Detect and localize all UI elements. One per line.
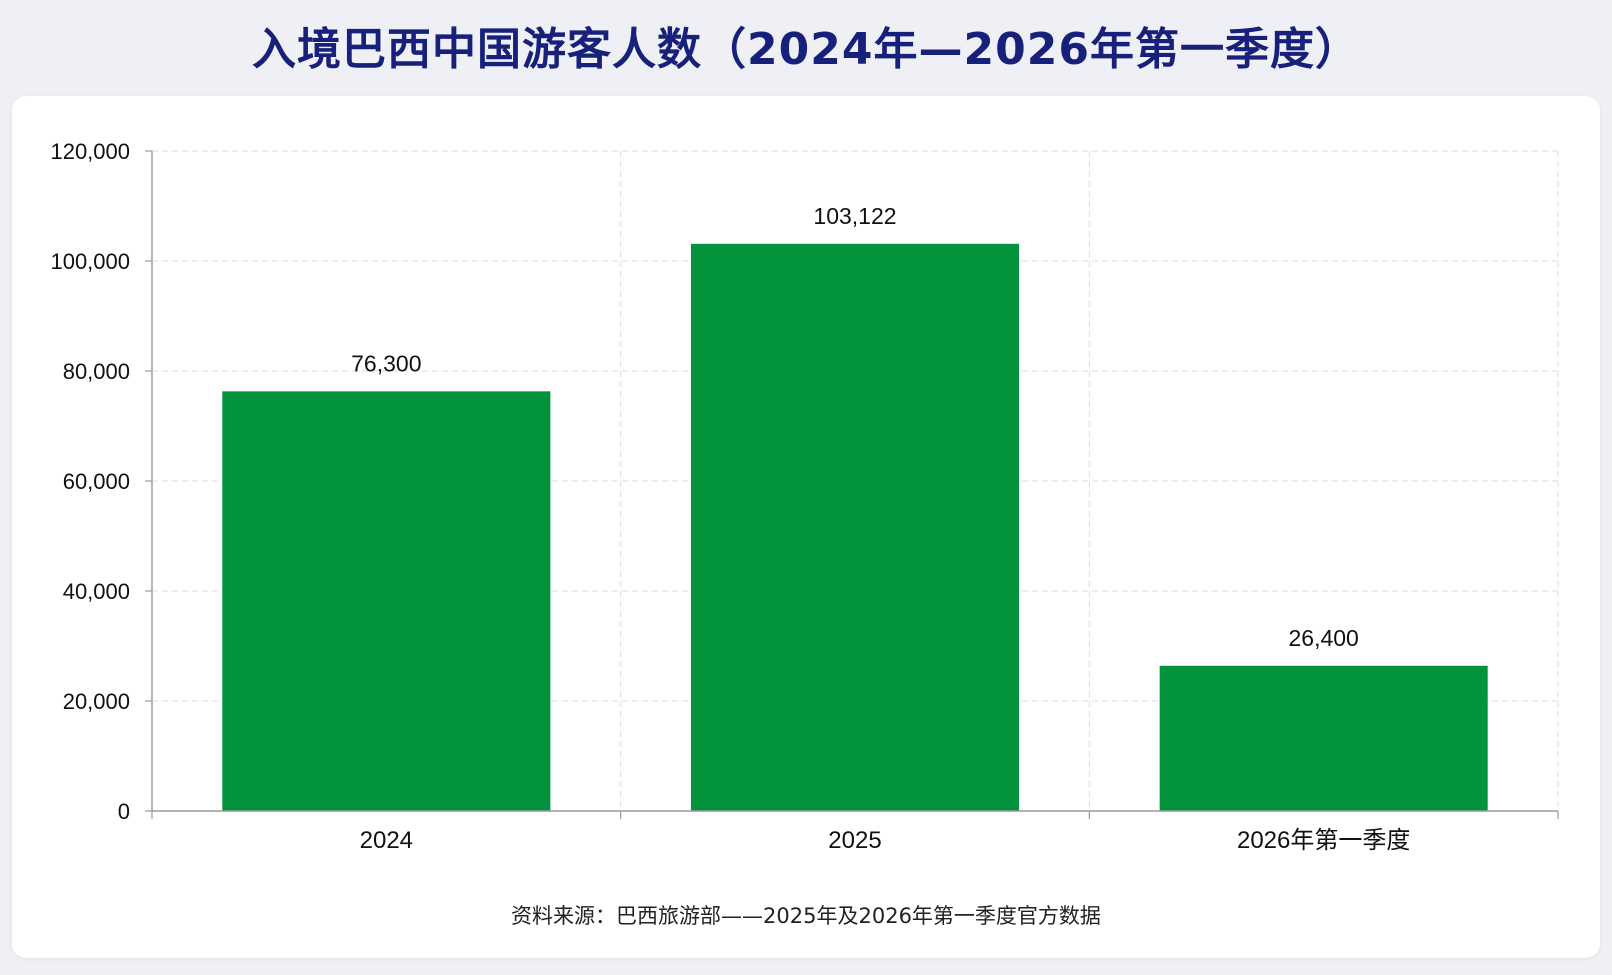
bar: [690, 243, 1020, 812]
axes: [145, 150, 1559, 819]
y-tick-label: 0: [118, 799, 130, 824]
y-tick-label: 80,000: [63, 359, 130, 384]
data-label: 103,122: [813, 203, 896, 229]
x-tick-label: 2026年第一季度: [1237, 827, 1410, 854]
y-tick-label: 120,000: [50, 139, 130, 164]
bar: [222, 391, 551, 811]
y-tick-label: 40,000: [63, 579, 130, 604]
y-tick-label: 20,000: [63, 689, 130, 714]
bars: [222, 243, 1488, 812]
labels: 0 20,000 40,000 60,000 80,000 100,000 120,000 7…: [50, 139, 1410, 854]
x-tick-label: 2024: [360, 827, 413, 854]
bar: [1159, 665, 1488, 811]
y-tick-label: 60,000: [63, 469, 130, 494]
source-note: 资料来源：巴西旅游部——2025年及2026年第一季度官方数据: [511, 904, 1101, 928]
data-label: 26,400: [1288, 625, 1358, 651]
x-tick-label: 2025: [828, 827, 881, 854]
data-label: 76,300: [351, 350, 421, 376]
chart-title: 入境巴西中国游客人数（2024年—2026年第一季度）: [252, 24, 1360, 75]
y-tick-label: 100,000: [50, 249, 130, 274]
